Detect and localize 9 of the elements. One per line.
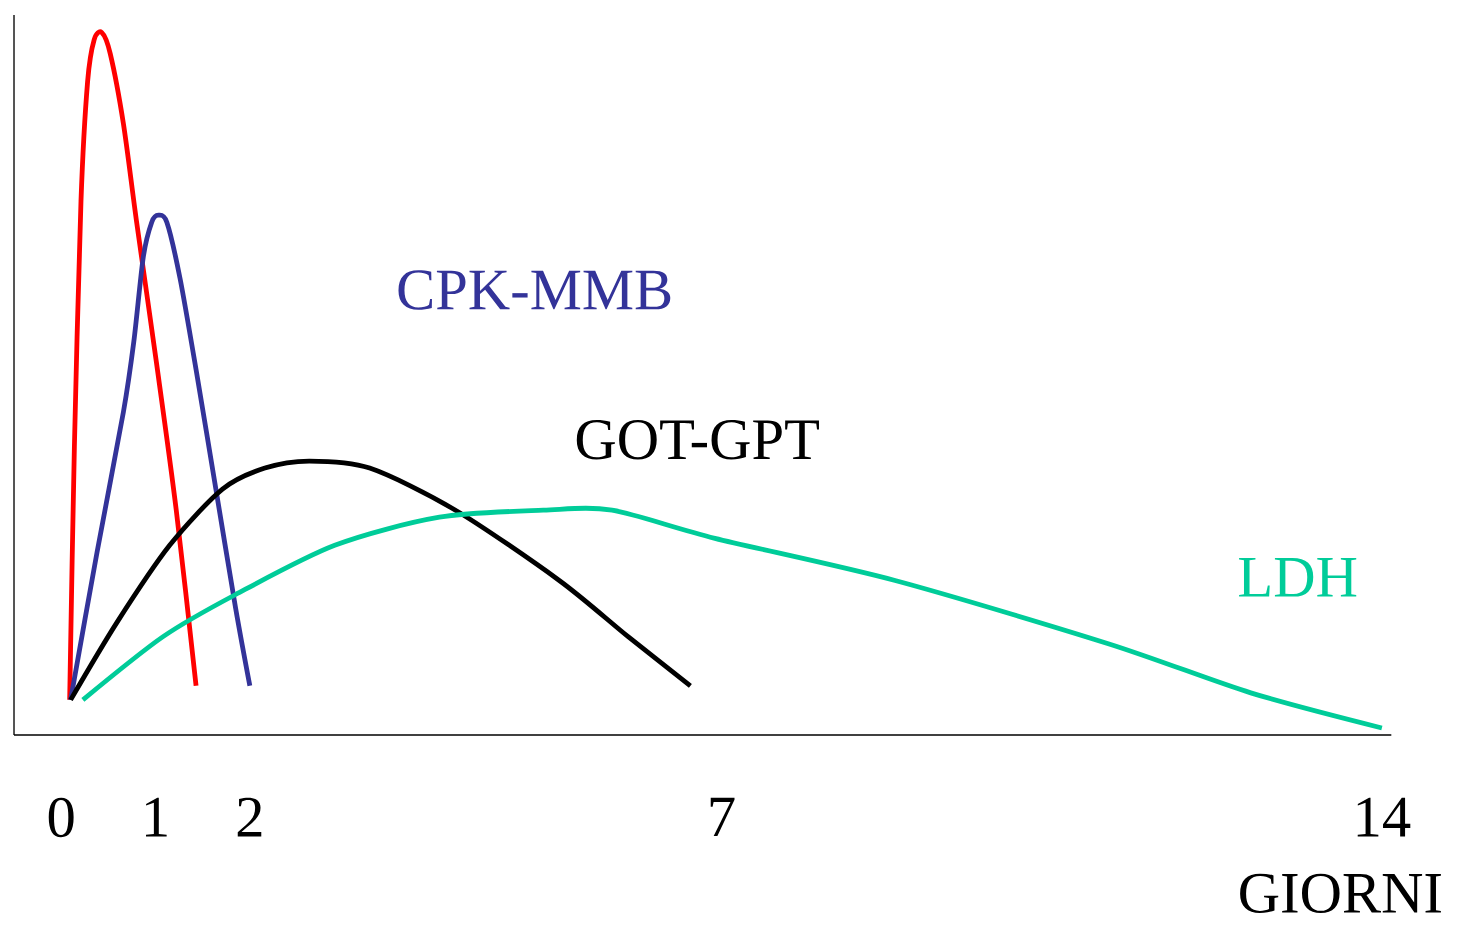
x-tick-label: 2	[237, 797, 262, 837]
series-label: GOT-GPT	[576, 420, 819, 460]
text: CPK-MMB	[398, 270, 671, 310]
x-tick-label: 0	[48, 797, 74, 838]
x-tick-label: 7	[710, 797, 735, 837]
x-axis-title: GIORNI	[1240, 873, 1441, 914]
series-label: LDH	[1239, 558, 1357, 597]
x-tick-label: 1	[146, 797, 167, 837]
x-tick-label: 14	[1357, 797, 1411, 837]
